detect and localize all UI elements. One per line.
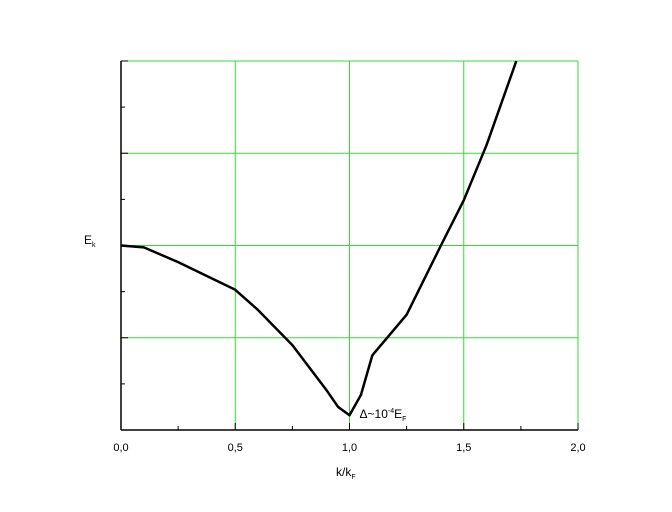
annotation: Δ~10-4EF bbox=[360, 407, 407, 423]
x-tick-label: 1,5 bbox=[456, 442, 471, 454]
x-tick-label: 2,0 bbox=[570, 442, 585, 454]
x-tick-label: 1,0 bbox=[342, 442, 357, 454]
x-tick-label: 0,5 bbox=[228, 442, 243, 454]
curve bbox=[120, 60, 518, 417]
x-axis-label: k/kF bbox=[336, 465, 356, 481]
y-axis-label: Ek bbox=[84, 233, 96, 249]
x-tick-label: 0,0 bbox=[113, 442, 128, 454]
